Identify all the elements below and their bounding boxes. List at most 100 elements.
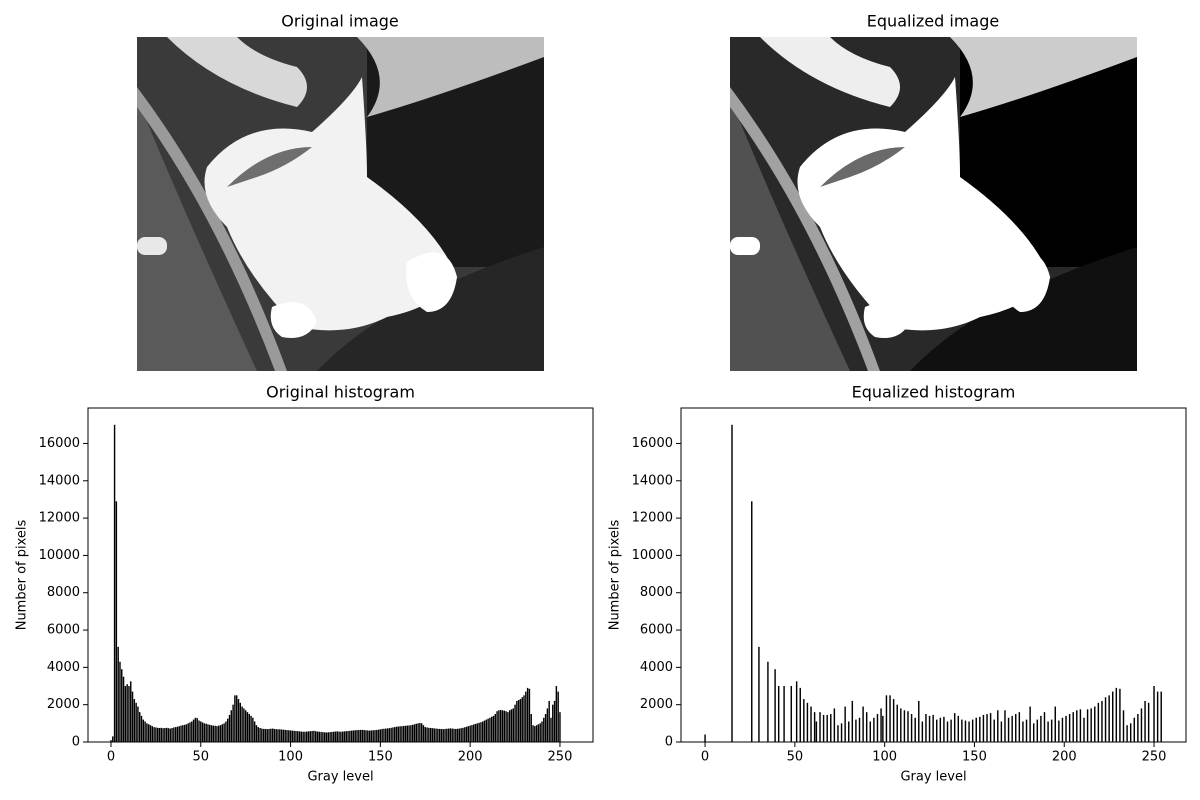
bar	[1112, 691, 1114, 742]
bar	[751, 501, 753, 742]
bar	[137, 706, 139, 742]
bar	[149, 725, 152, 742]
bar	[516, 700, 518, 742]
bar	[971, 719, 974, 742]
bar	[783, 686, 785, 742]
x-axis-label: Gray level	[900, 770, 966, 785]
bar	[426, 727, 428, 742]
bar	[397, 726, 400, 742]
bar	[1068, 714, 1071, 742]
bar	[544, 714, 547, 742]
bar	[394, 727, 396, 742]
bar	[271, 728, 274, 742]
bar	[277, 729, 279, 742]
bar	[482, 721, 484, 742]
bar	[473, 724, 475, 742]
bar	[228, 714, 231, 742]
bar	[221, 724, 224, 742]
bar	[851, 700, 854, 742]
bar	[331, 731, 333, 742]
bar	[160, 727, 162, 742]
bar	[510, 709, 513, 742]
bar	[1108, 695, 1110, 742]
bar	[112, 736, 114, 742]
bar	[1032, 723, 1035, 742]
bar	[180, 725, 182, 742]
bar	[467, 726, 470, 742]
bar	[155, 727, 157, 742]
bar	[201, 722, 204, 742]
bar	[377, 729, 380, 742]
bar	[415, 723, 418, 742]
bar	[943, 716, 945, 742]
bar	[216, 726, 218, 742]
bar	[257, 727, 259, 742]
bar	[156, 727, 159, 742]
y-tick-label: 16000	[632, 436, 673, 451]
bar	[182, 725, 184, 742]
bar	[810, 706, 812, 742]
bar	[158, 728, 161, 742]
bar	[174, 727, 177, 742]
bar	[979, 716, 981, 742]
bar	[207, 724, 209, 742]
bar	[1137, 714, 1139, 742]
bar	[280, 729, 283, 742]
bar	[372, 730, 374, 742]
bar	[408, 725, 410, 742]
y-tick-label: 0	[72, 735, 80, 750]
bar	[293, 730, 295, 742]
bar	[318, 731, 321, 742]
bar	[343, 731, 346, 742]
bar	[975, 717, 977, 742]
bar	[187, 723, 189, 742]
bar	[1115, 687, 1118, 742]
bar	[896, 704, 898, 742]
bar	[925, 714, 927, 742]
bar	[286, 730, 288, 742]
bar	[1043, 712, 1046, 742]
bar	[1133, 717, 1135, 742]
bar	[837, 725, 839, 742]
bar	[833, 708, 836, 742]
y-tick-label: 2000	[47, 697, 80, 712]
bar	[1015, 714, 1017, 742]
bar	[392, 727, 394, 742]
bar	[227, 718, 229, 742]
bar	[122, 676, 125, 742]
bar	[537, 724, 540, 742]
y-tick-label: 12000	[39, 511, 80, 526]
bar	[474, 723, 477, 742]
bar	[1025, 719, 1028, 742]
bar	[307, 731, 310, 742]
bar	[498, 710, 500, 742]
bar	[777, 686, 780, 742]
x-axis-label: Gray level	[307, 770, 373, 785]
y-tick-label: 14000	[632, 473, 673, 488]
bar	[151, 726, 154, 742]
bar	[442, 729, 444, 742]
bar	[241, 706, 243, 742]
bar	[302, 731, 304, 742]
bar	[458, 728, 461, 742]
bar	[395, 726, 398, 742]
bar	[530, 714, 532, 742]
bar	[410, 725, 412, 742]
bar	[1065, 715, 1067, 742]
bar	[1101, 700, 1103, 742]
bar	[133, 699, 136, 742]
bar	[453, 728, 455, 742]
bar	[316, 731, 319, 742]
bar	[192, 719, 195, 742]
bar	[1153, 686, 1155, 742]
bar	[795, 681, 798, 742]
bar	[552, 704, 554, 742]
bar	[376, 729, 378, 742]
bar	[559, 712, 561, 742]
bar	[907, 711, 909, 742]
bar	[819, 712, 821, 742]
bar	[550, 717, 552, 742]
bar	[1104, 697, 1107, 742]
bar	[131, 691, 134, 742]
